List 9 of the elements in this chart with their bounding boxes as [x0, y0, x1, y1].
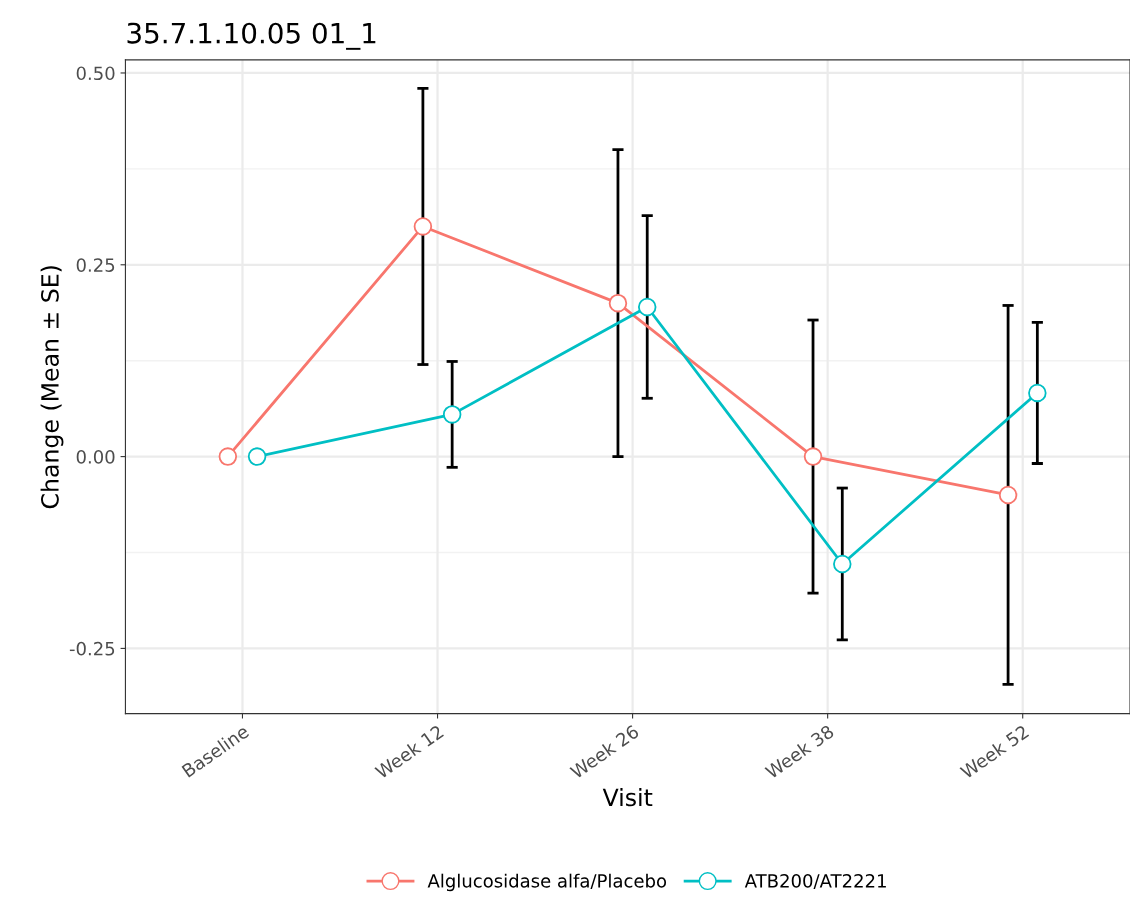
y-tick-label: 0.25	[76, 258, 115, 272]
y-tick-label: 0.50	[76, 66, 115, 81]
chart-title: 35.7.1.10.05 01_1	[127, 22, 376, 50]
y-tick-label: 0.00	[76, 450, 115, 464]
legend-label: Alglucosidase alfa/Placebo	[427, 873, 667, 892]
legend-label: ATB200/AT2221	[744, 874, 886, 890]
y-tick-label: -0.25	[69, 641, 115, 656]
y-axis-title: Change (Mean ± SE)	[40, 266, 64, 509]
x-axis-title: Visit	[602, 788, 653, 807]
